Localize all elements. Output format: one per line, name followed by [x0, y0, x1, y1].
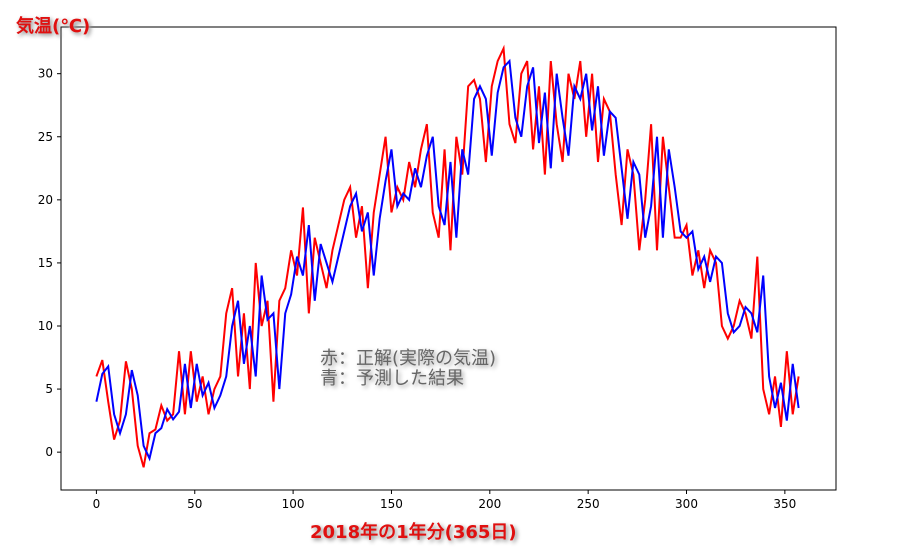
annotation-red: 赤：正解(実際の気温): [320, 348, 497, 369]
x-tick-label: 50: [187, 497, 202, 511]
y-axis-label: 気温(℃): [16, 16, 91, 37]
x-tick-label: 250: [577, 497, 600, 511]
y-tick-label: 15: [38, 256, 53, 270]
y-tick-label: 10: [38, 319, 53, 333]
annotation-blue: 青：予測した結果: [320, 368, 464, 389]
y-tick-label: 20: [38, 193, 53, 207]
series-actual-line: [95, 44, 800, 468]
y-tick-label: 25: [38, 130, 53, 144]
x-tick-label: 100: [282, 497, 305, 511]
legend-annotation: 赤：正解(実際の気温) 青：予測した結果: [320, 349, 496, 389]
x-tick-label: 300: [675, 497, 698, 511]
y-tick-label: 0: [45, 445, 53, 459]
y-tick-label: 5: [45, 382, 53, 396]
x-tick-label: 350: [773, 497, 796, 511]
x-tick-label: 0: [93, 497, 101, 511]
x-tick-label: 150: [380, 497, 403, 511]
plot-frame: [60, 26, 837, 491]
x-axis-label: 2018年の1年分(365日): [310, 522, 517, 543]
y-tick-label: 30: [38, 67, 53, 81]
x-tick-label: 200: [478, 497, 501, 511]
series-predicted-line: [95, 58, 800, 462]
